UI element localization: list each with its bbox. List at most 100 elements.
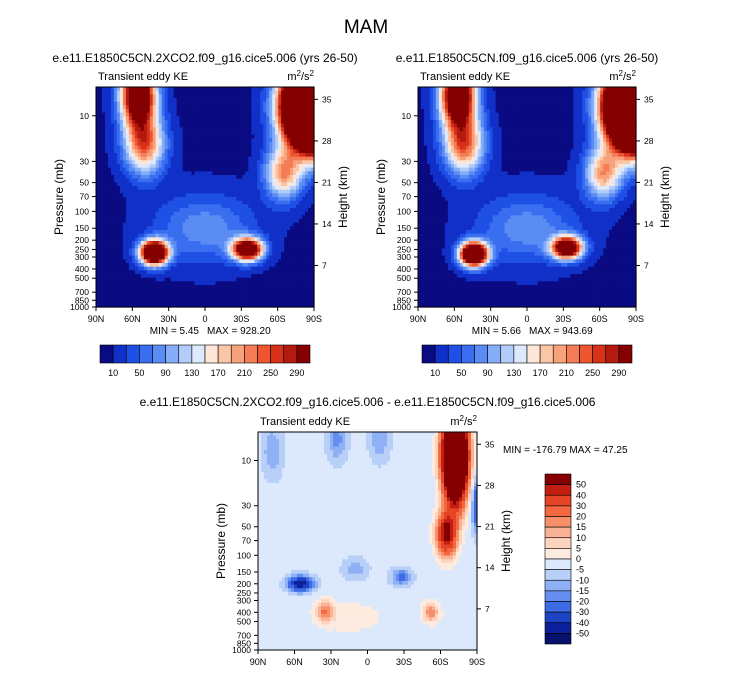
- field-cell: [164, 303, 169, 308]
- field-cell: [197, 277, 202, 282]
- field-cell: [287, 101, 291, 106]
- field-cell: [254, 123, 258, 128]
- field-cell: [248, 105, 252, 110]
- field-cell: [275, 156, 279, 161]
- field-cell: [263, 277, 267, 282]
- field-cell: [212, 171, 217, 176]
- field-cell: [624, 105, 628, 110]
- field-cell: [230, 87, 234, 92]
- field-cell: [179, 281, 184, 286]
- field-cell: [128, 292, 133, 297]
- field-cell: [173, 94, 178, 99]
- field-cell: [152, 200, 157, 205]
- field-cell: [266, 87, 270, 92]
- field-cell: [269, 189, 273, 194]
- field-cell: [173, 105, 178, 110]
- field-cell: [152, 105, 157, 110]
- field-cell: [242, 153, 246, 158]
- field-cell: [278, 138, 282, 143]
- field-cell: [98, 248, 103, 253]
- field-cell: [215, 109, 220, 114]
- field-cell: [218, 109, 223, 114]
- y-tick-label: 700: [75, 287, 89, 297]
- field-cell: [489, 105, 494, 110]
- field-cell: [245, 281, 249, 286]
- field-cell: [534, 94, 539, 99]
- field-cell: [96, 160, 100, 165]
- field-cell: [167, 123, 172, 128]
- field-cell: [302, 215, 306, 220]
- field-cell: [131, 175, 136, 180]
- field-cell: [170, 281, 175, 286]
- field-cell: [218, 263, 223, 268]
- field-cell: [281, 109, 285, 114]
- field-cell: [269, 208, 273, 213]
- field-cell: [275, 219, 279, 224]
- field-cell: [107, 182, 112, 187]
- field-cell: [185, 142, 190, 147]
- field-cell: [299, 233, 303, 238]
- field-cell: [624, 90, 628, 95]
- field-cell: [302, 226, 306, 231]
- field-cell: [290, 215, 294, 220]
- field-cell: [555, 90, 559, 95]
- field-cell: [287, 197, 291, 202]
- field-cell: [275, 109, 279, 114]
- field-cell: [164, 285, 169, 290]
- field-cell: [269, 94, 273, 99]
- field-cell: [221, 299, 226, 304]
- field-cell: [173, 259, 178, 264]
- field-cell: [101, 167, 106, 172]
- field-cell: [104, 270, 109, 275]
- colorbar-swatch: [270, 344, 285, 364]
- field-cell: [242, 248, 246, 253]
- field-cell: [113, 175, 118, 180]
- field-cell: [263, 197, 267, 202]
- field-cell: [311, 226, 315, 231]
- field-cell: [96, 222, 100, 227]
- field-cell: [233, 189, 237, 194]
- field-cell: [435, 94, 440, 99]
- field-cell: [251, 274, 255, 279]
- field-cell: [149, 274, 154, 279]
- field-cell: [212, 252, 217, 257]
- field-cell: [200, 171, 205, 176]
- field-cell: [197, 248, 202, 253]
- field-cell: [188, 241, 193, 246]
- field-cell: [170, 98, 175, 103]
- field-cell: [119, 211, 124, 216]
- field-cell: [462, 98, 467, 103]
- field-cell: [203, 149, 208, 154]
- field-cell: [263, 270, 267, 275]
- field-cell: [585, 109, 589, 114]
- field-cell: [143, 175, 148, 180]
- field-cell: [131, 167, 136, 172]
- field-cell: [251, 134, 255, 139]
- field-cell: [161, 105, 166, 110]
- field-cell: [149, 222, 154, 227]
- field-cell: [296, 277, 300, 282]
- field-cell: [311, 211, 315, 216]
- field-cell: [110, 98, 115, 103]
- field-cell: [140, 263, 145, 268]
- field-cell: [239, 134, 243, 139]
- field-cell: [230, 259, 234, 264]
- field-cell: [281, 120, 285, 125]
- field-cell: [200, 266, 205, 271]
- field-cell: [242, 204, 246, 209]
- field-cell: [263, 193, 267, 198]
- field-cell: [269, 281, 273, 286]
- field-cell: [305, 94, 309, 99]
- field-cell: [254, 98, 258, 103]
- field-cell: [218, 149, 223, 154]
- field-cell: [281, 197, 285, 202]
- field-cell: [107, 277, 112, 282]
- field-cell: [305, 208, 309, 213]
- field-cell: [209, 219, 214, 224]
- field-cell: [453, 98, 458, 103]
- field-cell: [299, 167, 303, 172]
- field-cell: [161, 123, 166, 128]
- field-cell: [507, 105, 512, 110]
- field-cell: [164, 230, 169, 235]
- field-cell: [128, 270, 133, 275]
